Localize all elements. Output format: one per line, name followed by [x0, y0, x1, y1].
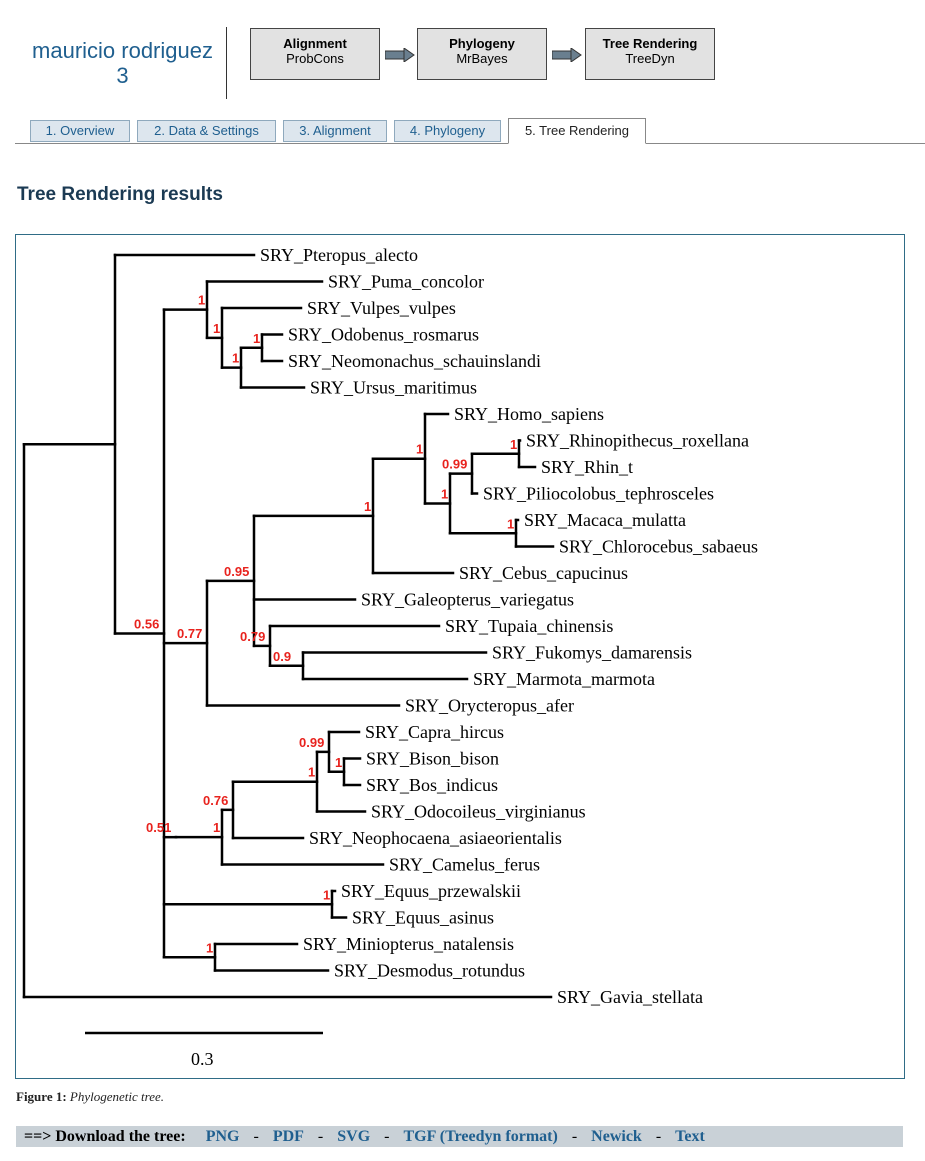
download-tgf-link[interactable]: TGF (Treedyn format): [403, 1128, 558, 1145]
tree-leaf-label: SRY_Cebus_capucinus: [459, 563, 628, 583]
tree-leaf-label: SRY_Vulpes_vulpes: [307, 298, 456, 318]
support-value: 1: [364, 499, 371, 514]
header-divider: [226, 27, 227, 99]
support-value: 0.95: [224, 564, 249, 579]
tree-leaf-label: SRY_Gavia_stellata: [557, 987, 703, 1007]
tree-leaf-label: SRY_Bos_indicus: [366, 775, 498, 795]
tree-leaf-label: SRY_Fukomys_damarensis: [492, 643, 692, 663]
download-text-link[interactable]: Text: [675, 1128, 705, 1145]
download-label: ==> Download the tree:: [24, 1128, 186, 1145]
support-value: 1: [213, 321, 220, 336]
tree-leaf-label: SRY_Odocoileus_virginianus: [371, 802, 586, 822]
download-png-link[interactable]: PNG: [205, 1128, 240, 1145]
support-value: 1: [323, 887, 330, 902]
support-value: 0.51: [146, 820, 171, 835]
support-value: 1: [253, 331, 260, 346]
caption-text: Phylogenetic tree.: [69, 1089, 165, 1104]
tree-leaf-label: SRY_Rhin_t: [541, 457, 633, 477]
support-value: 0.56: [134, 616, 159, 631]
tree-leaf-label: SRY_Miniopterus_natalensis: [303, 934, 514, 954]
link-separator: -: [317, 1128, 324, 1145]
support-value: 1: [232, 351, 239, 366]
tab-phylogeny[interactable]: 4. Phylogeny: [394, 120, 501, 142]
download-newick-link[interactable]: Newick: [591, 1128, 642, 1145]
link-separator: -: [571, 1128, 578, 1145]
tree-leaf-label: SRY_Marmota_marmota: [473, 669, 655, 689]
user-name-line1: mauricio rodriguez: [32, 38, 213, 63]
tree-leaf-label: SRY_Homo_sapiens: [454, 404, 604, 424]
support-value: 0.99: [299, 735, 324, 750]
tree-leaf-label: SRY_Macaca_mulatta: [524, 510, 686, 530]
support-value: 0.79: [240, 629, 265, 644]
tree-leaf-label: SRY_Neophocaena_asiaeorientalis: [309, 828, 562, 848]
tab-bar: 1. Overview 2. Data & Settings 3. Alignm…: [15, 118, 925, 144]
step-phylogeny: Phylogeny MrBayes: [417, 28, 547, 80]
support-value: 1: [335, 755, 342, 770]
step-title: Phylogeny: [449, 36, 515, 51]
tree-leaf-label: SRY_Pteropus_alecto: [260, 245, 418, 265]
tab-alignment[interactable]: 3. Alignment: [283, 120, 387, 142]
support-value: 1: [507, 516, 514, 531]
step-tool: MrBayes: [456, 51, 508, 66]
support-value: 1: [510, 437, 517, 452]
tree-leaf-label: SRY_Galeopterus_variegatus: [361, 590, 574, 610]
step-tree-rendering: Tree Rendering TreeDyn: [585, 28, 715, 80]
download-bar: ==> Download the tree: PNG - PDF - SVG - TGF (…: [16, 1126, 903, 1147]
tree-leaf-label: SRY_Capra_hircus: [365, 722, 504, 742]
support-value: 0.99: [442, 457, 467, 472]
tree-leaf-label: SRY_Camelus_ferus: [389, 855, 540, 875]
support-value: 1: [206, 940, 213, 955]
user-name-line2: 3: [116, 63, 129, 88]
support-value: 1: [198, 293, 205, 308]
support-value: 1: [441, 486, 448, 501]
support-value: 1: [308, 765, 315, 780]
support-value: 0.77: [177, 626, 202, 641]
tree-leaf-label: SRY_Neomonachus_schauinslandi: [288, 351, 541, 371]
figure-caption: Figure 1: Phylogenetic tree.: [16, 1089, 164, 1105]
link-separator: -: [253, 1128, 259, 1145]
tab-tree-rendering[interactable]: 5. Tree Rendering: [508, 118, 646, 144]
tree-leaf-label: SRY_Chlorocebus_sabaeus: [559, 537, 758, 557]
support-value: 1: [416, 442, 423, 457]
tree-leaf-label: SRY_Equus_przewalskii: [341, 881, 521, 901]
page-title: Tree Rendering results: [17, 184, 223, 205]
caption-label: Figure 1:: [16, 1089, 67, 1104]
step-title: Tree Rendering: [602, 36, 698, 51]
support-value: 0.9: [273, 649, 291, 664]
download-svg-link[interactable]: SVG: [337, 1128, 371, 1145]
tree-leaf-label: SRY_Ursus_maritimus: [310, 378, 477, 398]
download-pdf-link[interactable]: PDF: [272, 1128, 304, 1145]
tree-leaf-label: SRY_Tupaia_chinensis: [445, 616, 613, 636]
support-value: 0.76: [203, 793, 228, 808]
support-value: 1: [213, 820, 220, 835]
tree-leaf-label: SRY_Odobenus_rosmarus: [288, 325, 479, 345]
tree-leaf-label: SRY_Desmodus_rotundus: [334, 961, 525, 981]
tab-overview[interactable]: 1. Overview: [30, 120, 130, 142]
tab-data-settings[interactable]: 2. Data & Settings: [137, 120, 276, 142]
user-name: mauricio rodriguez 3: [20, 38, 225, 88]
link-separator: -: [384, 1128, 390, 1145]
scale-bar-label: 0.3: [191, 1049, 214, 1069]
arrow-right-icon: [385, 48, 415, 62]
tree-leaf-label: SRY_Orycteropus_afer: [405, 696, 574, 716]
tree-leaf-label: SRY_Piliocolobus_tephrosceles: [483, 484, 714, 504]
tree-figure: SRY_Pteropus_alecto SRY_Puma_concolor SRY_…: [15, 234, 905, 1079]
step-tool: TreeDyn: [625, 51, 675, 66]
tree-leaf-label: SRY_Rhinopithecus_roxellana: [526, 431, 749, 451]
step-alignment: Alignment ProbCons: [250, 28, 380, 80]
tree-leaf-label: SRY_Equus_asinus: [352, 908, 494, 928]
tree-leaf-label: SRY_Puma_concolor: [328, 272, 484, 292]
step-title: Alignment: [283, 36, 347, 51]
link-separator: -: [655, 1128, 662, 1145]
arrow-right-icon: [552, 48, 582, 62]
step-tool: ProbCons: [286, 51, 344, 66]
tree-leaf-label: SRY_Bison_bison: [366, 749, 499, 769]
phylogenetic-tree: SRY_Pteropus_alecto SRY_Puma_concolor SRY_…: [22, 245, 758, 1069]
